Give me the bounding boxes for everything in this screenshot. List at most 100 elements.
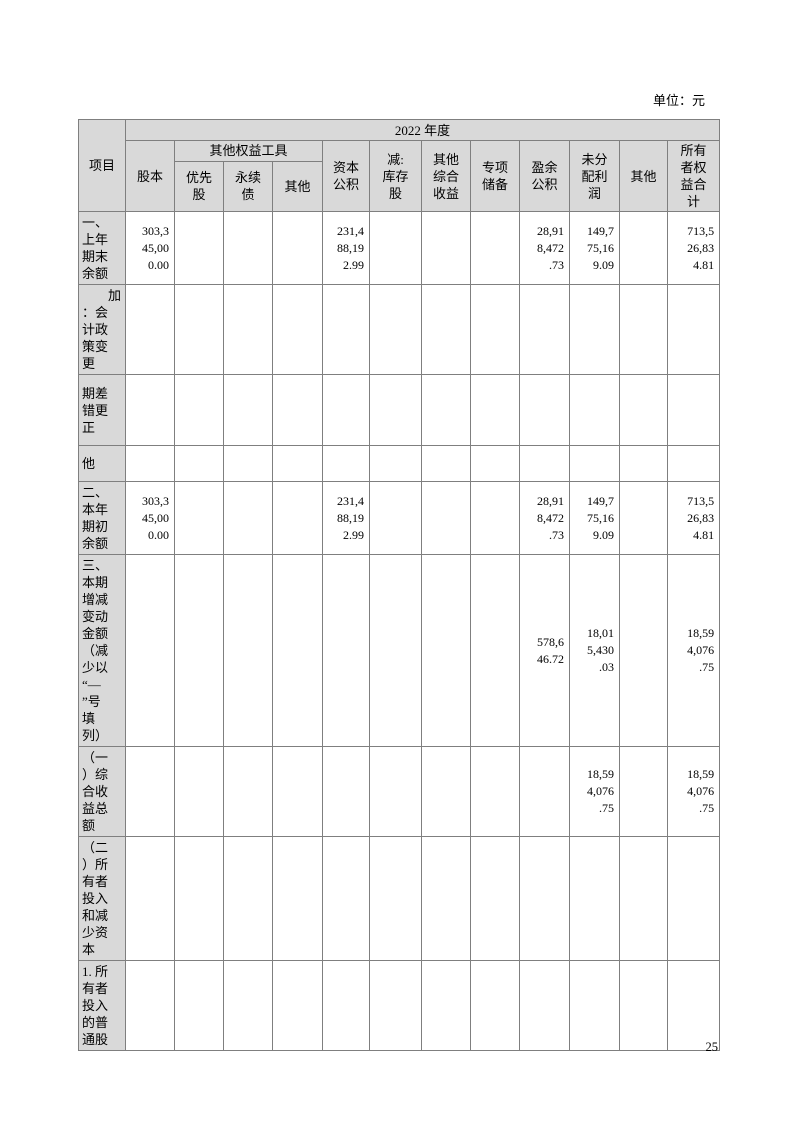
empty-cell [470, 374, 520, 446]
row-label: 期差 错更 正 [78, 374, 126, 446]
empty-cell [272, 481, 323, 555]
empty-cell [470, 960, 520, 1051]
header-row-year: 项目 2022 年度 [78, 119, 721, 212]
col-header-other-equity-instruments: 其他权益工具 [174, 140, 323, 162]
empty-cell [223, 445, 273, 482]
col-header-surplus-reserve: 盈余 公积 [519, 140, 570, 212]
row-label: 三、 本期 增减 变动 金额 （减 少以 “— ”号 填 列） [78, 554, 126, 747]
empty-cell [519, 960, 570, 1051]
empty-cell [421, 554, 471, 747]
empty-cell [125, 445, 175, 482]
empty-cell [174, 960, 224, 1051]
empty-cell [470, 211, 520, 285]
empty-cell [569, 445, 620, 482]
empty-cell [519, 374, 570, 446]
empty-cell [619, 445, 668, 482]
header-row-main: 股本 其他权益工具 资本 公积 减: 库存 股 其他 综合 收益 专项 储备 盈… [79, 140, 721, 212]
value-cell: 149,7 75,16 9.09 [569, 481, 620, 555]
empty-cell [369, 284, 422, 375]
table-header: 项目 2022 年度 股本 其他权益工具 资本 公积 减: 库存 股 其他 综合… [78, 119, 721, 213]
table-body: 一、 上年 期末 余额 303,3 45,00 0.00 231,4 88,19 2… [78, 211, 721, 1051]
value-cell: 28,91 8,472 .73 [519, 481, 570, 555]
empty-cell [421, 211, 471, 285]
table-row: 加 ：会 计政 策变 更 [78, 284, 721, 375]
empty-cell [322, 445, 370, 482]
empty-cell [470, 445, 520, 482]
empty-cell [470, 284, 520, 375]
table-row: 期差 错更 正 [78, 374, 721, 446]
empty-cell [174, 211, 224, 285]
value-cell: 303,3 45,00 0.00 [125, 481, 175, 555]
table-row: 二、 本年 期初 余额 303,3 45,00 0.00 231,4 88,19 2… [78, 481, 721, 555]
value-cell: 231,4 88,19 2.99 [322, 481, 370, 555]
empty-cell [519, 445, 570, 482]
empty-cell [519, 746, 570, 837]
empty-cell [272, 554, 323, 747]
empty-cell [421, 746, 471, 837]
empty-cell [666, 374, 721, 446]
col-header-less-treasury-shares: 减: 库存 股 [369, 140, 422, 212]
empty-cell [223, 481, 273, 555]
empty-cell [569, 836, 620, 961]
empty-cell [369, 445, 422, 482]
empty-cell [322, 836, 370, 961]
empty-cell [223, 374, 273, 446]
empty-cell [666, 836, 721, 961]
table-row: 一、 上年 期末 余额 303,3 45,00 0.00 231,4 88,19 2… [78, 211, 721, 285]
header-row-sub: 优先 股 永续 债 其他 [79, 160, 720, 213]
empty-cell [619, 284, 668, 375]
value-cell: 149,7 75,16 9.09 [569, 211, 620, 285]
empty-cell [223, 554, 273, 747]
table-row: （二 ）所 有者 投入 和减 少资 本 [78, 836, 721, 961]
col-header-item: 项目 [78, 119, 126, 212]
empty-cell [174, 445, 224, 482]
empty-cell [369, 374, 422, 446]
empty-cell [272, 284, 323, 375]
col-header-other-comprehensive-income: 其他 综合 收益 [421, 140, 471, 212]
empty-cell [125, 960, 175, 1051]
empty-cell [223, 746, 273, 837]
row-label: 加 ：会 计政 策变 更 [78, 284, 126, 375]
empty-cell [174, 284, 224, 375]
empty-cell [619, 746, 668, 837]
col-header-special-reserve: 专项 储备 [470, 140, 520, 212]
value-cell: 713,5 26,83 4.81 [666, 481, 721, 555]
row-label: 他 [78, 445, 126, 482]
empty-cell [619, 211, 668, 285]
col-header-other-equity-other: 其他 [272, 160, 323, 213]
table-row: 三、 本期 增减 变动 金额 （减 少以 “— ”号 填 列） 578,6 46.… [78, 554, 721, 747]
empty-cell [470, 481, 520, 555]
empty-cell [666, 284, 721, 375]
empty-cell [125, 746, 175, 837]
empty-cell [369, 211, 422, 285]
empty-cell [369, 960, 422, 1051]
empty-cell [272, 211, 323, 285]
empty-cell [369, 554, 422, 747]
empty-cell [421, 284, 471, 375]
table-row: 他 [78, 445, 721, 482]
empty-cell [421, 481, 471, 555]
empty-cell [223, 836, 273, 961]
row-label: （二 ）所 有者 投入 和减 少资 本 [78, 836, 126, 961]
empty-cell [125, 284, 175, 375]
col-header-capital-reserve: 资本 公积 [322, 140, 370, 212]
empty-cell [174, 374, 224, 446]
empty-cell [174, 481, 224, 555]
value-cell: 18,59 4,076 .75 [569, 746, 620, 837]
empty-cell [569, 960, 620, 1051]
empty-cell [272, 374, 323, 446]
value-cell: 18,59 4,076 .75 [666, 554, 721, 747]
empty-cell [421, 960, 471, 1051]
empty-cell [569, 374, 620, 446]
value-cell: 28,91 8,472 .73 [519, 211, 570, 285]
empty-cell [369, 481, 422, 555]
empty-cell [322, 960, 370, 1051]
empty-cell [272, 960, 323, 1051]
empty-cell [619, 836, 668, 961]
empty-cell [223, 960, 273, 1051]
empty-cell [223, 284, 273, 375]
empty-cell [421, 836, 471, 961]
page-number: 25 [705, 1040, 719, 1054]
empty-cell [519, 284, 570, 375]
